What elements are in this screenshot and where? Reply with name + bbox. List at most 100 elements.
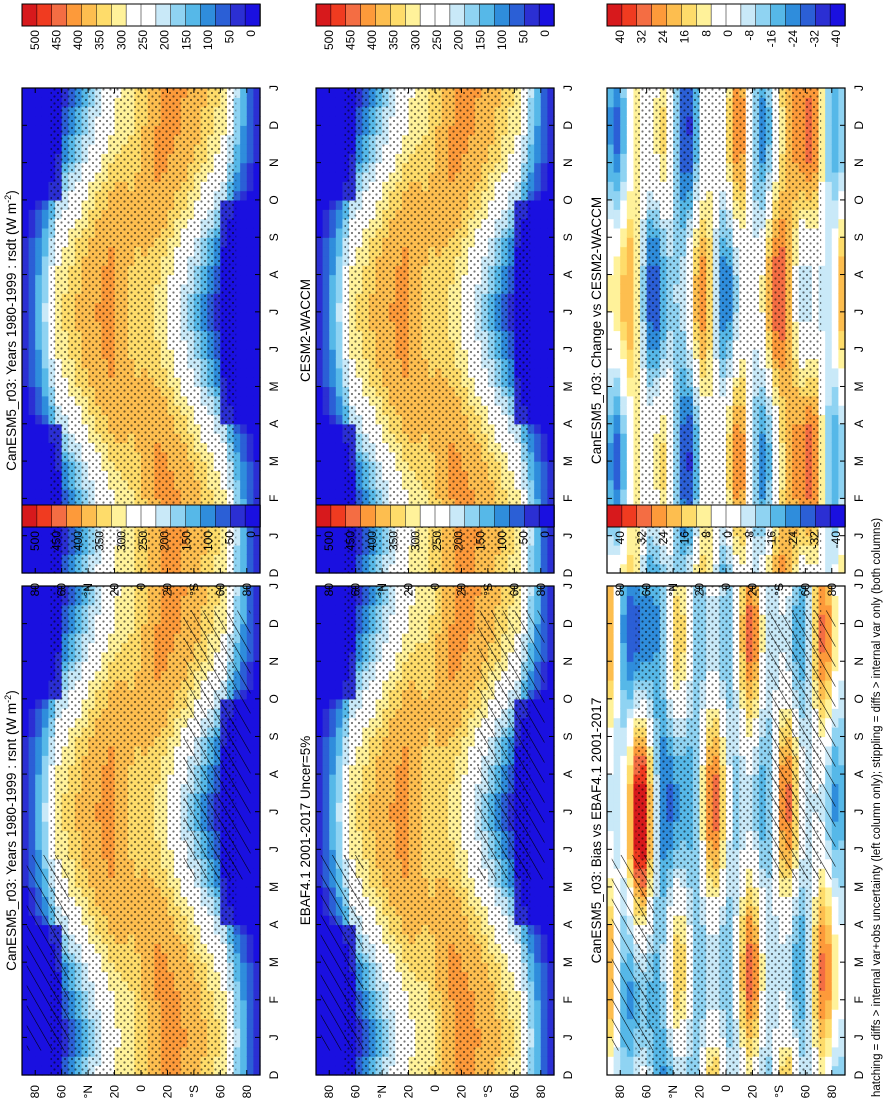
heat-cell (41, 106, 50, 117)
heat-cell (28, 1065, 36, 1076)
heat-cell (253, 924, 261, 935)
heat-cell (22, 1056, 30, 1067)
heat-cell (35, 190, 43, 201)
heat-cell (28, 783, 36, 794)
heat-cell (35, 321, 43, 332)
heat-cell (22, 461, 30, 472)
heat-cell (28, 736, 36, 747)
heat-cell (322, 717, 330, 728)
heat-cell (316, 661, 324, 672)
heat-cell (253, 604, 261, 615)
heat-cell (253, 1056, 261, 1067)
month-label: J (267, 346, 281, 352)
heat-cell (41, 311, 50, 322)
heat-cell (253, 999, 261, 1010)
heat-cell (41, 623, 50, 634)
heat-cell (41, 614, 50, 625)
heat-cell (22, 377, 30, 388)
heat-cell (233, 1065, 241, 1076)
heat-cell (322, 633, 330, 644)
heat-cell (28, 774, 36, 785)
heat-cell (329, 811, 337, 822)
heat-cell (329, 792, 337, 803)
heat-cell (22, 143, 30, 154)
heat-cell (28, 283, 36, 294)
heat-cell (322, 839, 330, 850)
heat-cell (22, 896, 30, 907)
heat-cell (233, 199, 241, 210)
heat-cell (22, 1027, 30, 1038)
heat-cell (316, 717, 324, 728)
heat-cell (35, 171, 43, 182)
heat-cell (253, 237, 261, 248)
heat-cell (233, 171, 241, 182)
heat-cell (322, 651, 330, 662)
heat-cell (246, 209, 254, 220)
heat-cell (246, 924, 254, 935)
heat-cell (335, 1065, 344, 1076)
heat-cell (22, 971, 30, 982)
heat-cell (22, 563, 30, 574)
heat-cell (41, 470, 50, 481)
heat-cell (335, 680, 344, 691)
heat-cell (253, 386, 261, 397)
month-label: M (267, 381, 281, 391)
heat-cell (233, 535, 241, 546)
heat-cell (22, 405, 30, 416)
heat-cell (246, 554, 254, 565)
heat-cell (316, 633, 324, 644)
heat-cell (35, 377, 43, 388)
heat-cell (316, 849, 324, 860)
heat-cell (41, 405, 50, 416)
month-label: M (267, 957, 281, 967)
heat-cell (28, 209, 36, 220)
heat-cell (240, 1027, 248, 1038)
heat-cell (233, 386, 241, 397)
heat-cell (253, 302, 261, 313)
heat-cell (240, 218, 248, 229)
heat-cell (253, 265, 261, 276)
heat-cell (233, 414, 241, 425)
heat-cell (246, 498, 254, 509)
heat-cell (335, 614, 344, 625)
heat-cell (253, 414, 261, 425)
heat-cell (41, 661, 50, 672)
heat-cell (41, 642, 50, 653)
heat-cell (329, 698, 337, 709)
heat-cell (28, 88, 36, 98)
heat-cell (41, 265, 50, 276)
heat-cell (329, 604, 337, 615)
heat-cell (22, 311, 30, 322)
heat-cell (233, 433, 241, 444)
heat-cell (253, 642, 261, 653)
heat-cell (28, 405, 36, 416)
heat-cell (322, 642, 330, 653)
heat-cell (240, 283, 248, 294)
lat-label: 80 (28, 583, 42, 597)
heat-cell (41, 302, 50, 313)
heat-cell (233, 971, 241, 982)
heat-cell (28, 265, 36, 276)
heat-cell (329, 736, 337, 747)
heat-cell (22, 604, 30, 615)
heat-cell (233, 134, 241, 145)
heat-cell (316, 924, 324, 935)
heat-cell (322, 623, 330, 634)
heat-cell (253, 680, 261, 691)
heat-cell (35, 358, 43, 369)
heat-cell (246, 311, 254, 322)
heat-cell (240, 115, 248, 126)
heat-cell (28, 442, 36, 453)
heat-cell (240, 134, 248, 145)
heat-cell (35, 839, 43, 850)
heat-cell (246, 162, 254, 173)
heat-cell (22, 736, 30, 747)
heat-cell (41, 171, 50, 182)
heat-cell (22, 877, 30, 888)
heat-cell (329, 1046, 337, 1057)
heat-cell (28, 451, 36, 462)
heat-cell (335, 689, 344, 700)
heat-cell (253, 498, 261, 509)
